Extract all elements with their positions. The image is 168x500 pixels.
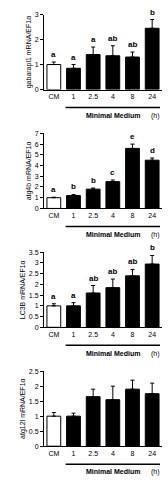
svg-text:a: a	[51, 50, 56, 59]
svg-text:2: 2	[35, 383, 39, 390]
svg-text:4: 4	[111, 331, 115, 338]
svg-text:0: 0	[35, 324, 39, 331]
svg-text:3.5: 3.5	[29, 249, 39, 256]
svg-text:ab: ab	[128, 40, 137, 49]
svg-text:CM: CM	[48, 450, 59, 457]
svg-text:4: 4	[111, 212, 115, 219]
svg-text:2.5: 2.5	[88, 331, 98, 338]
svg-text:ab: ab	[108, 34, 117, 43]
svg-text:CM: CM	[48, 212, 59, 219]
svg-text:b: b	[71, 182, 76, 191]
svg-text:2.5: 2.5	[88, 212, 98, 219]
svg-text:ab: ab	[108, 267, 117, 276]
svg-text:4: 4	[111, 450, 115, 457]
svg-text:ab: ab	[128, 257, 137, 266]
svg-text:24: 24	[148, 93, 156, 100]
svg-text:Minimal Medium: Minimal Medium	[86, 231, 140, 238]
svg-text:3: 3	[35, 173, 39, 180]
svg-text:8: 8	[131, 450, 135, 457]
svg-text:1: 1	[35, 61, 39, 68]
svg-text:Minimal Medium: Minimal Medium	[86, 112, 140, 119]
svg-text:1: 1	[72, 212, 76, 219]
svg-text:a: a	[51, 185, 56, 194]
svg-text:(h): (h)	[151, 468, 160, 476]
svg-text:CM: CM	[48, 331, 59, 338]
svg-text:Minimal Medium: Minimal Medium	[86, 350, 140, 357]
svg-text:e: e	[130, 132, 135, 141]
svg-text:24: 24	[148, 212, 156, 219]
svg-text:0: 0	[35, 443, 39, 450]
svg-text:6: 6	[35, 141, 39, 148]
svg-text:7: 7	[35, 130, 39, 137]
svg-text:0.5: 0.5	[29, 428, 39, 435]
svg-text:a: a	[51, 292, 56, 301]
svg-text:b: b	[150, 8, 155, 17]
svg-text:1: 1	[35, 302, 39, 309]
svg-text:a: a	[71, 53, 76, 62]
svg-text:a: a	[71, 291, 76, 300]
svg-text:8: 8	[131, 212, 135, 219]
svg-text:2: 2	[35, 281, 39, 288]
svg-text:1: 1	[72, 331, 76, 338]
svg-text:1.5: 1.5	[29, 398, 39, 405]
svg-text:1: 1	[35, 413, 39, 420]
svg-text:1: 1	[72, 93, 76, 100]
svg-text:(h): (h)	[151, 112, 160, 120]
svg-text:0: 0	[35, 205, 39, 212]
svg-text:atg12l mRNA/EF1α: atg12l mRNA/EF1α	[19, 378, 27, 438]
svg-text:24: 24	[148, 331, 156, 338]
svg-text:(h): (h)	[151, 231, 160, 239]
svg-text:Minimal Medium: Minimal Medium	[86, 468, 140, 475]
svg-text:4: 4	[111, 93, 115, 100]
svg-text:a: a	[91, 35, 96, 44]
svg-text:2: 2	[35, 36, 39, 43]
svg-text:b: b	[150, 243, 155, 252]
svg-text:ab: ab	[89, 274, 98, 283]
svg-text:gabarapl1 mRNA/EF1α: gabarapl1 mRNA/EF1α	[25, 16, 33, 89]
svg-text:8: 8	[131, 331, 135, 338]
svg-text:2.5: 2.5	[29, 368, 39, 375]
svg-text:24: 24	[148, 450, 156, 457]
svg-text:8: 8	[131, 93, 135, 100]
svg-text:5: 5	[35, 151, 39, 158]
svg-text:d: d	[150, 146, 155, 155]
svg-text:1: 1	[72, 450, 76, 457]
svg-text:b: b	[91, 176, 96, 185]
svg-text:4: 4	[35, 162, 39, 169]
svg-text:(h): (h)	[151, 350, 160, 358]
svg-text:c: c	[110, 168, 115, 177]
svg-text:3: 3	[35, 259, 39, 266]
svg-text:0: 0	[35, 86, 39, 93]
svg-text:2.5: 2.5	[88, 450, 98, 457]
svg-text:CM: CM	[48, 93, 59, 100]
svg-text:1: 1	[35, 194, 39, 201]
svg-text:2: 2	[35, 183, 39, 190]
svg-text:atg4b mRNA/EF1α: atg4b mRNA/EF1α	[25, 141, 33, 200]
svg-text:1.5: 1.5	[29, 292, 39, 299]
svg-text:2.5: 2.5	[29, 270, 39, 277]
svg-text:2.5: 2.5	[88, 93, 98, 100]
svg-text:0.5: 0.5	[29, 313, 39, 320]
svg-text:LC3B mRNA/EF1α: LC3B mRNA/EF1α	[19, 260, 26, 319]
svg-text:3: 3	[35, 11, 39, 18]
